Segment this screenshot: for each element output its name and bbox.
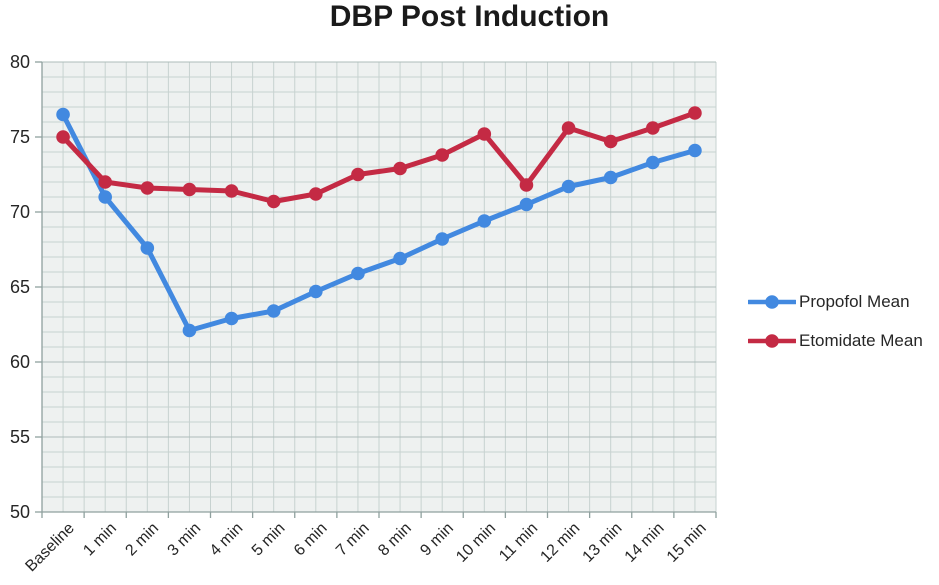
data-point-marker	[519, 197, 534, 212]
data-point-marker	[140, 241, 155, 255]
x-axis-tick-label: 10 min	[453, 520, 499, 566]
legend-item-etomidate: Etomidate Mean	[748, 329, 923, 353]
data-point-marker	[435, 148, 449, 162]
data-point-marker	[224, 311, 239, 326]
x-axis-tick-label: 1 min	[80, 520, 120, 560]
legend-label-etomidate: Etomidate Mean	[799, 331, 923, 350]
x-axis-tick-label: 14 min	[622, 520, 668, 566]
x-axis-tick-label: 2 min	[122, 520, 162, 560]
x-axis-tick-label: Baseline	[22, 520, 77, 575]
data-point-marker	[182, 182, 197, 197]
data-point-marker	[224, 184, 239, 198]
series-line	[60, 112, 698, 333]
chart-title: DBP Post Induction	[329, 0, 610, 33]
y-axis-tick-label: 70	[10, 202, 30, 222]
y-axis-tick-label: 60	[10, 352, 30, 372]
data-point-marker	[309, 187, 323, 201]
data-point-marker	[56, 107, 70, 122]
x-axis-tick-label: 15 min	[664, 520, 710, 566]
y-axis-tick-label: 80	[10, 52, 30, 72]
series-line	[60, 110, 698, 204]
data-point-marker	[477, 127, 492, 141]
x-axis-tick-label: 4 min	[207, 520, 247, 560]
y-axis-tick-label: 65	[10, 277, 30, 297]
x-axis-tick-label: 7 min	[333, 520, 373, 560]
data-point-marker	[603, 170, 618, 185]
y-axis-tick-label: 55	[10, 427, 30, 447]
data-point-marker	[351, 266, 365, 281]
data-point-marker	[309, 284, 323, 299]
data-point-marker	[561, 179, 576, 194]
data-point-marker	[98, 175, 112, 189]
data-point-marker	[266, 304, 281, 318]
x-axis-tick-label: 3 min	[165, 520, 205, 560]
x-axis-tick-label: 5 min	[249, 520, 289, 560]
data-point-marker	[646, 121, 660, 135]
x-axis-tick-label: 6 min	[291, 520, 331, 560]
data-point-marker	[98, 190, 112, 204]
data-point-marker	[56, 130, 70, 144]
propofol-line-marker-icon	[748, 295, 796, 309]
x-axis-tick-label: 12 min	[537, 520, 583, 566]
legend-item-propofol: Propofol Mean	[748, 290, 923, 314]
data-point-marker	[351, 167, 365, 182]
x-axis-tick-label: 8 min	[375, 520, 415, 560]
x-axis-tick-label: 9 min	[417, 520, 457, 560]
data-point-marker	[646, 155, 660, 170]
data-point-marker	[182, 323, 197, 338]
y-axis-tick-label: 75	[10, 127, 30, 147]
data-point-marker	[140, 181, 155, 195]
y-axis-tick-label: 50	[10, 502, 30, 522]
data-point-marker	[561, 121, 576, 135]
data-point-marker	[519, 178, 534, 192]
x-axis-tick-label: 11 min	[496, 520, 541, 565]
x-axis-tick-label: 13 min	[580, 520, 626, 566]
legend-label-propofol: Propofol Mean	[799, 292, 910, 311]
data-point-marker	[688, 106, 702, 120]
data-point-marker	[266, 194, 281, 209]
data-point-marker	[603, 134, 618, 149]
data-point-marker	[393, 251, 407, 266]
data-point-marker	[477, 214, 492, 228]
etomidate-line-marker-icon	[748, 334, 796, 348]
data-point-marker	[393, 161, 407, 176]
data-point-marker	[435, 232, 449, 246]
data-point-marker	[688, 143, 702, 158]
chart-legend: Propofol Mean Etomidate Mean	[748, 290, 923, 353]
